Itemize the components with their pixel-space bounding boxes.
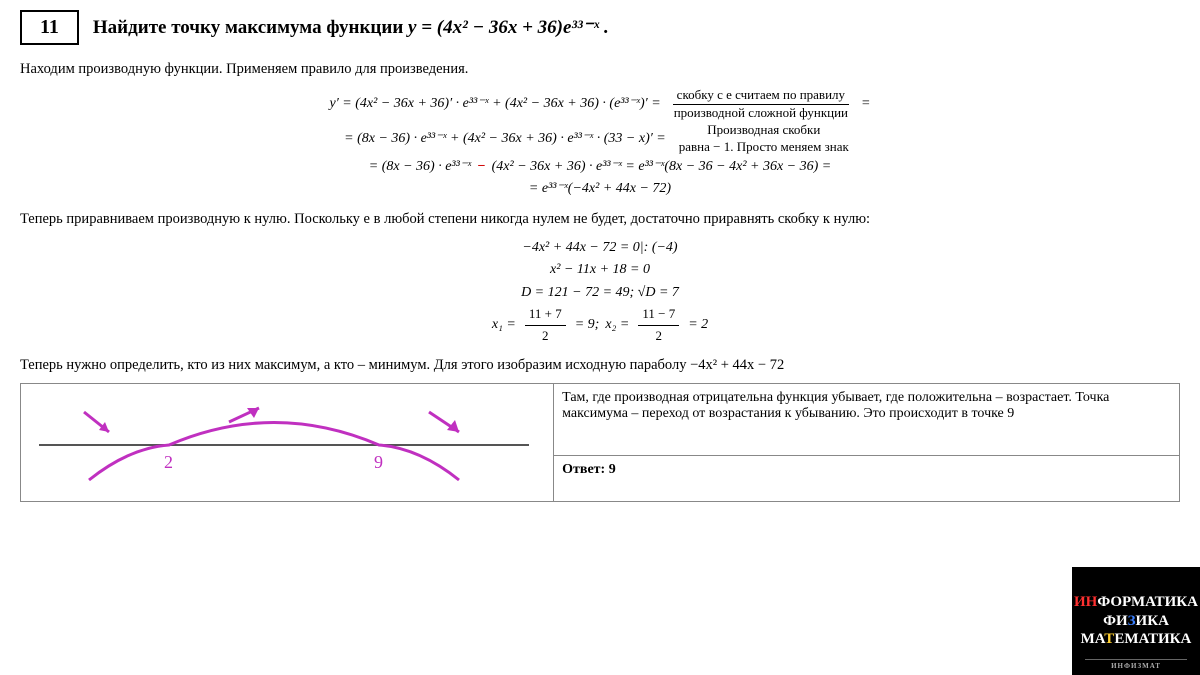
logo-line-1: ИНФОРМАТИКА <box>1074 593 1198 612</box>
x1-fraction: 11 + 7 2 <box>525 304 566 347</box>
x2-fraction: 11 − 7 2 <box>638 304 679 347</box>
logo-l3b: Т <box>1104 631 1114 647</box>
x2-res: = 2 <box>688 314 708 336</box>
problem-title: Найдите точку максимума функции y = (4x²… <box>93 16 609 39</box>
title-formula: y = (4x² − 36x + 36)e³³⁻ˣ . <box>408 17 609 38</box>
logo-l1c: ФОРМАТИКА <box>1097 594 1198 610</box>
parabola-curve <box>89 423 459 481</box>
solve-s2: x² − 11x + 18 = 0 <box>20 259 1180 281</box>
logo-l2a: ФИ <box>1103 613 1128 629</box>
answer-cell: Ответ: 9 <box>554 455 1180 501</box>
solve-s1: −4x² + 44x − 72 = 0|: (−4) <box>20 237 1180 259</box>
logo-l1a: И <box>1074 594 1086 610</box>
deriv-line-1: y′ = (4x² − 36x + 36)′ · e³³⁻ˣ + (4x² − … <box>20 87 1180 122</box>
eq-sign-1: = <box>861 93 870 115</box>
x1-res: = 9; <box>575 314 600 336</box>
parabola-sketch: 2 9 <box>29 390 545 490</box>
paragraph-2: Теперь приравниваем производную к нулю. … <box>20 209 1180 229</box>
paragraph-1: Находим производную функции. Применяем п… <box>20 59 1180 79</box>
deriv-red-minus: − <box>477 156 485 178</box>
solve-s3: D = 121 − 72 = 49; √D = 7 <box>20 282 1180 304</box>
deriv-line2-left: = (8x − 36) · e³³⁻ˣ + (4x² − 36x + 36) ·… <box>344 128 666 150</box>
note1-top: скобку с е считаем по правилу <box>673 87 849 105</box>
x2-den: 2 <box>652 326 667 347</box>
graph-label-2: 2 <box>164 452 173 472</box>
deriv-line3-a: = (8x − 36) · e³³⁻ˣ <box>369 156 471 178</box>
paragraph-3: Теперь нужно определить, кто из них макс… <box>20 355 1180 375</box>
deriv-line-4: = e³³⁻ˣ(−4x² + 44x − 72) <box>20 178 1180 200</box>
logo-line-2: ФИЗИКА <box>1103 612 1169 631</box>
derivative-block: y′ = (4x² − 36x + 36)′ · e³³⁻ˣ + (4x² − … <box>20 87 1180 200</box>
x2-num: 11 − 7 <box>638 304 679 326</box>
x1-num: 11 + 7 <box>525 304 566 326</box>
x1-label: x₁ = <box>492 314 516 336</box>
logo-l3a: МА <box>1081 631 1105 647</box>
deriv-line3-b: (4x² − 36x + 36) · e³³⁻ˣ = e³³⁻ˣ(8x − 36… <box>492 156 832 178</box>
deriv-line-2: = (8x − 36) · e³³⁻ˣ + (4x² − 36x + 36) ·… <box>20 122 1180 156</box>
logo-line-3: МАТЕМАТИКА <box>1081 630 1192 649</box>
problem-number: 11 <box>20 10 79 45</box>
bottom-table: 2 9 Там, где производная отрицательна фу… <box>20 383 1180 502</box>
graph-cell: 2 9 <box>21 384 554 502</box>
deriv-line4: = e³³⁻ˣ(−4x² + 44x − 72) <box>529 178 671 200</box>
explanation-cell: Там, где производная отрицательна функци… <box>554 384 1180 456</box>
deriv-line2-note: Производная скобки равна − 1. Просто мен… <box>675 122 853 156</box>
note1-bot: производной сложной функции <box>670 105 852 122</box>
solve-block: −4x² + 44x − 72 = 0|: (−4) x² − 11x + 18… <box>20 237 1180 347</box>
deriv-line1-left: y′ = (4x² − 36x + 36)′ · e³³⁻ˣ + (4x² − … <box>330 93 661 115</box>
logo-l3c: ЕМАТИКА <box>1114 631 1191 647</box>
logo-l2b: З <box>1128 613 1136 629</box>
problem-header: 11 Найдите точку максимума функции y = (… <box>20 10 1180 45</box>
logo-sub: ИНФИЗМАТ <box>1085 659 1187 671</box>
note2-top: Производная скобки <box>703 122 824 139</box>
solve-roots: x₁ = 11 + 7 2 = 9; x₂ = 11 − 7 2 = 2 <box>20 304 1180 347</box>
deriv-line1-note: скобку с е считаем по правилу производно… <box>670 87 852 122</box>
deriv-line-3: = (8x − 36) · e³³⁻ˣ − (4x² − 36x + 36) ·… <box>20 156 1180 178</box>
graph-label-9: 9 <box>374 452 383 472</box>
logo-l2c: ИКА <box>1136 613 1169 629</box>
logo-l1b: Н <box>1086 594 1098 610</box>
x2-label: x₂ = <box>605 314 629 336</box>
note2-bot: равна − 1. Просто меняем знак <box>675 139 853 156</box>
brand-logo: ИНФОРМАТИКА ФИЗИКА МАТЕМАТИКА ИНФИЗМАТ <box>1072 567 1200 675</box>
title-text: Найдите точку максимума функции <box>93 17 408 38</box>
x1-den: 2 <box>538 326 553 347</box>
